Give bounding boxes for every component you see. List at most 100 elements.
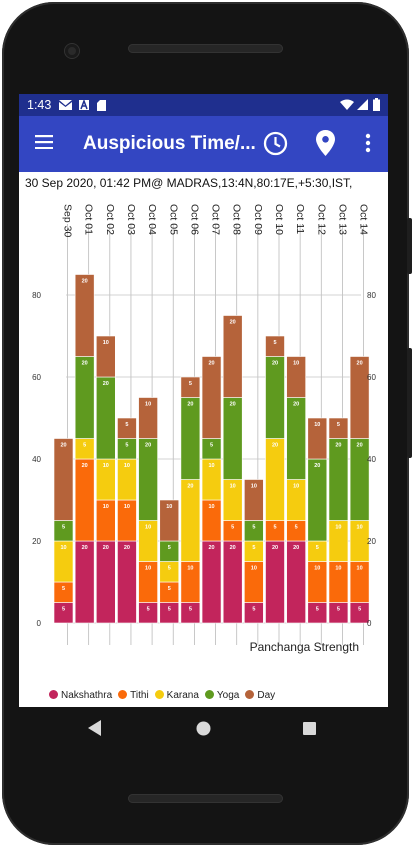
y-tick-label-right: 40	[367, 455, 376, 464]
legend-item-nakshathra: Nakshathra	[49, 690, 112, 701]
bar-value-label: 20	[103, 381, 109, 387]
volume-button	[407, 348, 412, 458]
bar-value-label: 10	[293, 484, 299, 490]
location-datetime-header: 30 Sep 2020, 01:42 PM@ MADRAS,13:4N,80:1…	[25, 176, 353, 190]
back-icon[interactable]	[88, 720, 102, 736]
bar-segment-nakshathra	[222, 540, 243, 624]
bar-value-label: 5	[252, 607, 255, 613]
bar-value-label: 20	[103, 545, 109, 551]
bar-segment-karana	[180, 479, 201, 562]
bar-value-label: 10	[187, 566, 193, 572]
bar-value-label: 20	[293, 545, 299, 551]
bottom-speaker	[128, 794, 283, 803]
bar-value-label: 20	[230, 320, 236, 326]
bar-value-label: 5	[62, 607, 65, 613]
x-tick-label: Oct 11	[294, 204, 306, 234]
bar-value-label: 5	[273, 340, 276, 346]
y-tick-label-right: 80	[367, 291, 376, 300]
x-tick-label: Oct 13	[336, 204, 348, 235]
y-tick-label-left: 40	[32, 455, 41, 464]
x-tick-label: Oct 03	[125, 204, 137, 235]
bar-segment-karana	[265, 438, 285, 521]
bar-segment-yoga	[180, 397, 201, 480]
bar-value-label: 10	[293, 361, 299, 367]
bar-value-label: 20	[230, 402, 236, 408]
bar-value-label: 10	[103, 504, 109, 510]
chart-x-tick-labels: Sep 30 Oct 01 Oct 02 Oct 03 Oct 04 Oct 05 Oct …	[62, 204, 370, 237]
bar-segment-yoga	[222, 397, 243, 480]
bar-segment-day	[180, 376, 201, 398]
bar-segment-day	[201, 356, 222, 439]
x-tick-label: Oct 01	[83, 204, 95, 235]
legend-item-day: Day	[245, 690, 275, 701]
bar-value-label: 5	[358, 607, 361, 613]
location-pin-icon[interactable]	[316, 130, 335, 156]
overflow-menu-icon[interactable]	[365, 133, 371, 153]
bar-value-label: 10	[145, 525, 151, 531]
bar-value-label: 10	[208, 463, 214, 469]
x-tick-label: Oct 04	[146, 204, 158, 235]
bar-value-label: 5	[189, 381, 192, 387]
hamburger-menu-icon[interactable]	[35, 135, 53, 149]
x-tick-label: Oct 08	[231, 204, 243, 235]
bar-segment-day	[96, 335, 116, 378]
front-camera	[65, 44, 79, 58]
system-navigation-bar	[19, 707, 388, 751]
x-tick-label: Sep 30	[62, 204, 74, 237]
wifi-icon	[340, 99, 354, 110]
text-a-icon	[79, 100, 89, 110]
bar-value-label: 10	[145, 566, 151, 572]
bar-value-label: 20	[357, 361, 363, 367]
legend-label: Yoga	[216, 690, 240, 701]
legend-item-karana: Karana	[154, 690, 199, 701]
chart-y-tick-labels: 0 0 20 20 40 40 60 60 80 80	[32, 291, 376, 628]
bar-segment-nakshathra	[265, 540, 285, 624]
y-tick-label-right: 60	[367, 373, 376, 382]
screen: 1:43 Auspicious Time/...	[19, 94, 388, 707]
bar-segment-yoga	[265, 356, 285, 439]
top-speaker	[128, 44, 283, 53]
bar-value-label: 20	[272, 361, 278, 367]
panchanga-strength-chart: 5 5 10 5 20 20 20 5 20 20 20 10 10 20 10 20 10 10 5 5 5 10 10 2…	[32, 204, 376, 654]
bar-value-label: 10	[335, 525, 341, 531]
y-tick-label-left: 20	[32, 537, 41, 546]
bar-segment-day	[265, 335, 285, 357]
clock-icon[interactable]	[263, 131, 288, 156]
bar-segment-day	[53, 438, 74, 521]
chart-legend: Nakshathra Tithi Karana Yoga Day	[49, 690, 281, 701]
legend-label: Karana	[166, 690, 199, 701]
bar-value-label: 5	[210, 443, 213, 449]
bar-value-label: 5	[273, 525, 276, 531]
bar-segment-nakshathra	[96, 540, 116, 624]
bar-segment-yoga	[328, 438, 349, 521]
app-bar: Auspicious Time/...	[19, 116, 388, 172]
legend-swatch	[204, 690, 214, 699]
legend-item-yoga: Yoga	[204, 690, 240, 701]
recents-icon[interactable]	[303, 722, 316, 735]
home-icon[interactable]	[196, 721, 211, 736]
bar-value-label: 10	[103, 463, 109, 469]
bar-value-label: 5	[168, 586, 171, 592]
bar-segment-day	[244, 479, 264, 521]
bar-value-label: 10	[208, 504, 214, 510]
x-tick-label: Oct 06	[188, 204, 200, 235]
bar-value-label: 20	[293, 402, 299, 408]
bar-value-label: 20	[314, 463, 320, 469]
bar-segment-tithi	[74, 458, 95, 542]
battery-icon	[373, 98, 380, 111]
bar-segment-day	[159, 499, 180, 542]
bar-segment-nakshathra	[117, 540, 137, 624]
legend-swatch	[245, 690, 255, 699]
bar-segment-nakshathra	[286, 540, 306, 624]
bar-value-label: 10	[60, 545, 66, 551]
sd-card-icon	[97, 100, 106, 111]
bar-segment-yoga	[349, 438, 370, 521]
x-tick-label: Oct 14	[358, 204, 370, 235]
bar-value-label: 5	[168, 607, 171, 613]
bar-value-label: 5	[189, 607, 192, 613]
bar-value-label: 10	[145, 402, 151, 408]
y-tick-label-left: 60	[32, 373, 41, 382]
x-tick-label: Oct 05	[167, 204, 179, 235]
legend-label: Day	[257, 690, 276, 701]
bar-segment-yoga	[307, 458, 328, 542]
